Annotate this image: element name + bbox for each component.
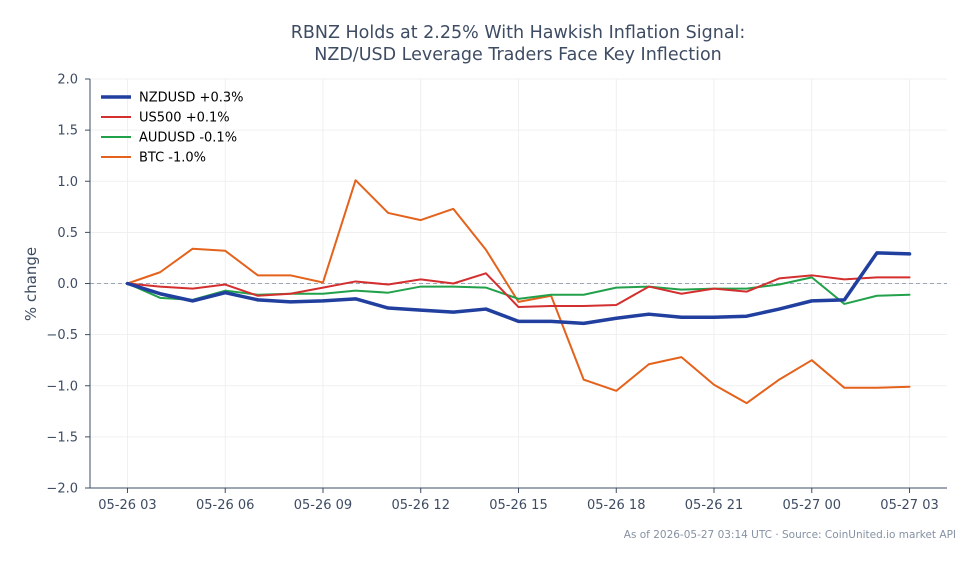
x-tick-label: 05-26 12 [392, 498, 450, 513]
series-line-btc [126, 179, 911, 405]
series-line-nzdusd [125, 251, 912, 326]
y-tick-label: 0.5 [57, 226, 78, 241]
y-tick-label: −0.5 [46, 328, 78, 343]
series-line-us500 [126, 272, 911, 309]
x-tick-label: 05-26 15 [489, 498, 547, 513]
x-axis-ticks: 05-26 03 05-26 06 05-26 09 05-26 12 05-26 15… [98, 488, 939, 513]
y-tick-label: 1.5 [57, 124, 78, 139]
legend-label: US500 +0.1% [139, 111, 230, 126]
x-tick-label: 05-26 18 [587, 498, 645, 513]
legend-label: NZDUSD +0.3% [139, 91, 243, 106]
x-tick-label: 05-26 21 [685, 498, 743, 513]
series-lines [125, 179, 912, 405]
chart-title-line-2: NZD/USD Leverage Traders Face Key Inflec… [314, 45, 722, 65]
y-tick-label: −1.0 [46, 379, 78, 394]
x-tick-label: 05-26 03 [98, 498, 156, 513]
y-axis-title: % change [22, 247, 40, 321]
chart-title: RBNZ Holds at 2.25% With Hawkish Inflati… [291, 23, 746, 65]
chart-title-line-1: RBNZ Holds at 2.25% With Hawkish Inflati… [291, 23, 746, 43]
y-tick-label: −2.0 [46, 482, 78, 497]
x-tick-label: 05-27 03 [880, 498, 938, 513]
y-tick-label: 0.0 [57, 277, 78, 292]
y-axis-ticks: 2.0 1.5 1.0 0.5 0.0 −0.5 −1.0 −1.5 −2.0 [46, 73, 90, 497]
source-note: As of 2026-05-27 03:14 UTC · Source: Coi… [624, 529, 956, 541]
y-tick-label: 1.0 [57, 175, 78, 190]
x-tick-label: 05-26 06 [196, 498, 254, 513]
y-tick-label: −1.5 [46, 430, 78, 445]
legend-label: BTC -1.0% [139, 151, 206, 166]
x-tick-label: 05-27 00 [783, 498, 841, 513]
legend: NZDUSD +0.3% US500 +0.1% AUDUSD -0.1% BTC -… [101, 91, 243, 166]
legend-label: AUDUSD -0.1% [139, 131, 237, 146]
y-tick-label: 2.0 [57, 73, 78, 88]
x-tick-label: 05-26 09 [294, 498, 352, 513]
